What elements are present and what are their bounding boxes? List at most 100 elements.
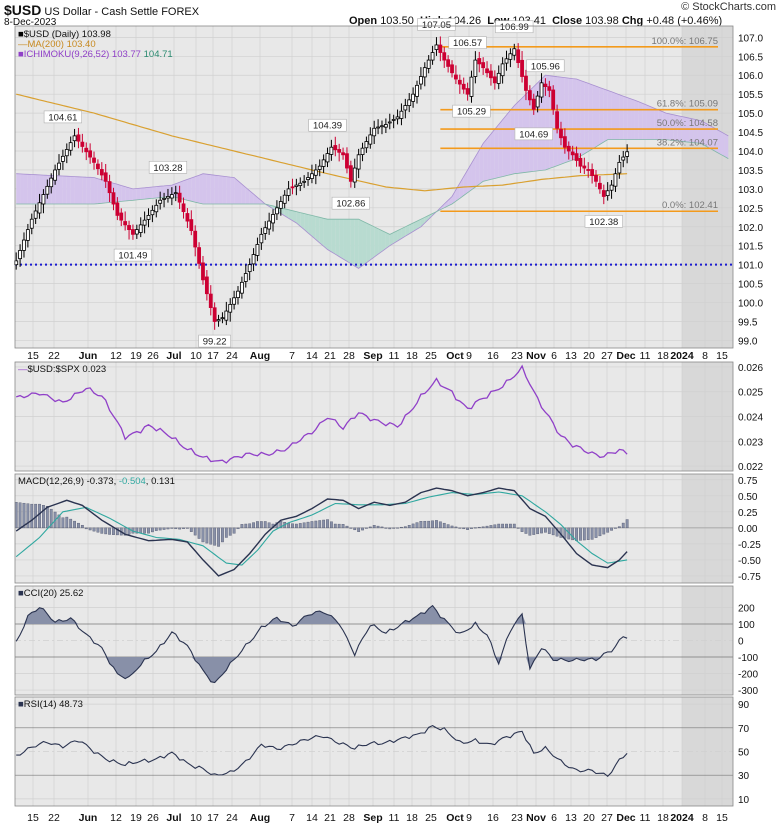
- candle-body: [590, 169, 595, 177]
- macd-hist-bar: [361, 527, 364, 531]
- macd-hist-bar: [598, 527, 602, 537]
- macd-hist-bar: [470, 527, 473, 529]
- xaxis-bottom-label-9: 24: [226, 812, 238, 824]
- macd-hist-bar: [446, 524, 450, 529]
- candle-body: [368, 134, 373, 145]
- xaxis-bottom-label-13: 21: [324, 812, 336, 824]
- ichimoku-cloud-seg: [572, 78, 577, 161]
- macd-hist-bar: [135, 527, 139, 534]
- macd-hist-bar: [61, 517, 65, 529]
- macd-hist-bar: [18, 502, 22, 529]
- macd-hist-bar: [485, 525, 489, 529]
- macd-hist-bar: [621, 522, 625, 529]
- legend-ichimoku-swatch: ■: [18, 49, 24, 60]
- candle-body: [275, 207, 279, 215]
- candle-body: [45, 185, 50, 195]
- candle-body: [173, 192, 178, 195]
- macd-hist-bar: [442, 522, 446, 529]
- peak-label-box-4: [308, 118, 347, 132]
- xaxis-bottom-label-12: 14: [306, 812, 318, 824]
- peak-label-box-0: [43, 110, 82, 124]
- ichimoku-cloud-seg: [70, 176, 75, 205]
- candle-body: [551, 89, 556, 110]
- ichimoku-cloud-seg: [627, 97, 632, 140]
- pane-future-bg-0: [682, 26, 733, 348]
- macd-hist-bar: [438, 521, 442, 529]
- macd-hist-bar: [186, 527, 189, 529]
- candle-body: [119, 212, 124, 221]
- peak-label-10: 105.96: [531, 61, 560, 72]
- candle-body: [131, 229, 135, 235]
- macd-hist-bar: [178, 527, 182, 530]
- peak-label-box-9: [495, 20, 534, 34]
- macd-ytick-2: -0.25: [738, 540, 761, 551]
- ichimoku-cloud-seg: [343, 219, 347, 262]
- candle-body: [60, 155, 65, 162]
- xaxis-top-label-23: Nov: [526, 350, 546, 362]
- candle-body: [76, 134, 81, 142]
- candle-body: [251, 254, 256, 265]
- legend-ratio-text: $USD:$SPX 0.023: [27, 364, 107, 375]
- macd-hist-bar: [30, 503, 34, 529]
- ichimoku-cloud-seg: [199, 173, 203, 205]
- open-value: 103.50: [380, 15, 414, 27]
- ichimoku-cloud-seg: [568, 78, 573, 162]
- candle-body: [450, 64, 454, 74]
- ichimoku-cloud-seg: [393, 230, 398, 244]
- macd-hist-bar: [294, 523, 298, 529]
- xaxis-top-label-17: 18: [406, 350, 418, 362]
- macd-hist-bar: [614, 527, 617, 529]
- candle-body: [411, 93, 416, 102]
- macd-hist-bar: [314, 520, 318, 529]
- ratio-ytick-1: 0.023: [738, 437, 763, 448]
- macd-hist-bar: [505, 523, 508, 529]
- candle-body: [516, 49, 521, 64]
- candle-body: [259, 233, 264, 244]
- candle-body: [356, 154, 361, 170]
- xaxis-bottom-label-16: 11: [389, 812, 400, 824]
- candle-body: [57, 162, 61, 170]
- macd-hist-bar: [57, 514, 61, 529]
- pane-border-0: [14, 25, 734, 349]
- candle-body: [181, 203, 186, 213]
- legend-ma-swatch: —: [18, 39, 28, 50]
- macd-hist-bar: [42, 505, 45, 529]
- ichimoku-cloud-seg: [712, 127, 717, 153]
- ichimoku-cloud-seg: [101, 179, 106, 204]
- candle-body: [33, 210, 38, 219]
- candle-body: [570, 151, 575, 156]
- high-value: 104.26: [447, 15, 482, 27]
- macd-hist-bar: [473, 527, 477, 529]
- candle-body: [115, 202, 120, 216]
- ichimoku-cloud-seg: [409, 222, 414, 234]
- macd-hist-bar: [625, 519, 629, 529]
- price-ytick-4: 101.0: [738, 261, 763, 272]
- macd-hist-bar: [617, 526, 621, 529]
- macd-hist-bar: [435, 520, 438, 529]
- ichimoku-cloud-seg: [230, 177, 235, 205]
- cci-ytick-4: 100: [738, 620, 755, 631]
- candle-body: [53, 169, 58, 181]
- candle-body: [422, 67, 427, 78]
- ichimoku-cloud-seg: [257, 197, 262, 205]
- ichimoku-cloud-seg: [210, 174, 215, 205]
- macd-hist-bar: [590, 527, 594, 540]
- ichimoku-cloud-seg: [666, 113, 670, 141]
- macd-hist-bar: [77, 522, 80, 529]
- macd-hist-bar: [193, 527, 197, 536]
- candle-body: [239, 281, 244, 294]
- macd-hist-bar: [333, 523, 337, 529]
- ichimoku-cloud-seg: [603, 88, 608, 143]
- ichimoku-cloud-seg: [420, 217, 425, 227]
- candle-body: [352, 167, 357, 183]
- candle-body: [123, 221, 128, 226]
- ichimoku-cloud-seg: [389, 232, 394, 246]
- ratio-ytick-4: 0.026: [738, 363, 763, 374]
- candle-body: [461, 83, 466, 90]
- ichimoku-cloud-seg: [331, 219, 336, 255]
- candle-body: [395, 116, 400, 120]
- macd-hist-bar: [318, 520, 322, 529]
- legend-price-swatch: ■: [18, 29, 24, 40]
- ichimoku-cloud-seg: [576, 79, 581, 159]
